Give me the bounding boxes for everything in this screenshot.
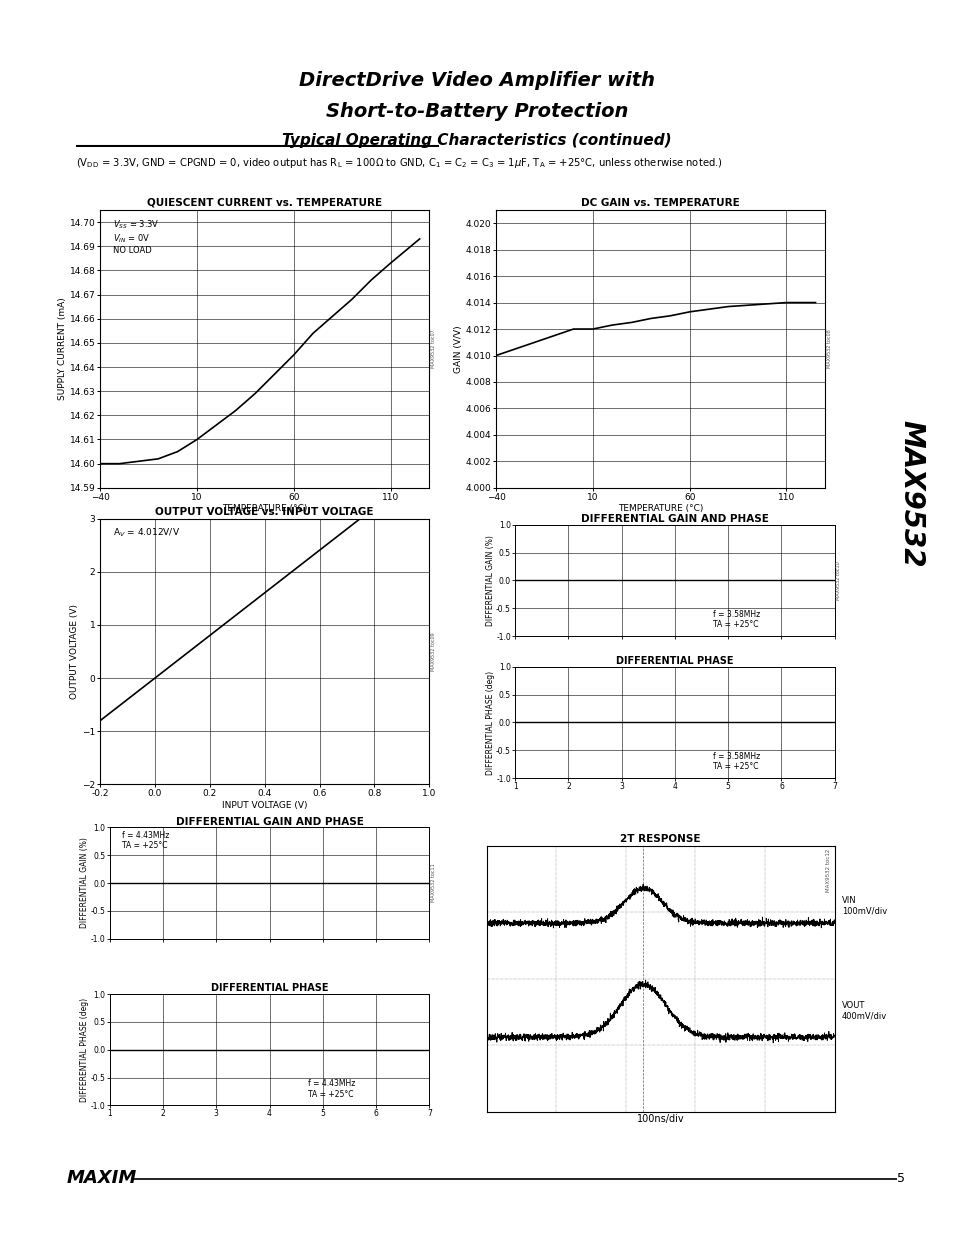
Text: DirectDrive Video Amplifier with: DirectDrive Video Amplifier with — [298, 70, 655, 90]
Text: 5: 5 — [896, 1172, 903, 1184]
X-axis label: INPUT VOLTAGE (V): INPUT VOLTAGE (V) — [222, 800, 307, 810]
Y-axis label: DIFFERENTIAL GAIN (%): DIFFERENTIAL GAIN (%) — [485, 535, 495, 626]
Y-axis label: GAIN (V/V): GAIN (V/V) — [454, 325, 462, 373]
Text: VIN
100mV/div: VIN 100mV/div — [841, 897, 886, 915]
Text: (V$_{\mathregular{DD}}$ = 3.3V, GND = CPGND = 0, video output has R$_{\mathregul: (V$_{\mathregular{DD}}$ = 3.3V, GND = CP… — [76, 156, 722, 170]
Text: f = 4.43MHz
TA = +25°C: f = 4.43MHz TA = +25°C — [308, 1079, 355, 1099]
Y-axis label: SUPPLY CURRENT (mA): SUPPLY CURRENT (mA) — [58, 298, 67, 400]
Title: DIFFERENTIAL GAIN AND PHASE: DIFFERENTIAL GAIN AND PHASE — [580, 514, 768, 524]
Text: Typical Operating Characteristics (continued): Typical Operating Characteristics (conti… — [282, 133, 671, 148]
Text: MAX9532 toc08: MAX9532 toc08 — [826, 330, 831, 368]
Title: DIFFERENTIAL GAIN AND PHASE: DIFFERENTIAL GAIN AND PHASE — [175, 816, 363, 826]
Y-axis label: DIFFERENTIAL PHASE (deg): DIFFERENTIAL PHASE (deg) — [80, 998, 90, 1102]
Y-axis label: DIFFERENTIAL GAIN (%): DIFFERENTIAL GAIN (%) — [80, 837, 90, 929]
Text: f = 3.58MHz
TA = +25°C: f = 3.58MHz TA = +25°C — [713, 752, 760, 772]
Text: A$_V$ = 4.012V/V: A$_V$ = 4.012V/V — [113, 526, 180, 540]
X-axis label: TEMPERATURE (°C): TEMPERATURE (°C) — [222, 504, 307, 514]
Text: VOUT
400mV/div: VOUT 400mV/div — [841, 1000, 886, 1020]
Text: MAX9532 toc09: MAX9532 toc09 — [431, 632, 436, 671]
Text: MAX9532 toc10: MAX9532 toc10 — [836, 561, 841, 600]
Title: DC GAIN vs. TEMPERATURE: DC GAIN vs. TEMPERATURE — [580, 198, 740, 207]
X-axis label: TEMPERATURE (°C): TEMPERATURE (°C) — [618, 504, 702, 514]
Text: $V_{SS}$ = 3.3V
$V_{IN}$ = 0V
NO LOAD: $V_{SS}$ = 3.3V $V_{IN}$ = 0V NO LOAD — [113, 219, 160, 256]
Text: Short-to-Battery Protection: Short-to-Battery Protection — [326, 101, 627, 121]
Title: OUTPUT VOLTAGE vs. INPUT VOLTAGE: OUTPUT VOLTAGE vs. INPUT VOLTAGE — [155, 506, 374, 516]
Text: MAX9532: MAX9532 — [896, 420, 924, 568]
Text: f = 4.43MHz
TA = +25°C: f = 4.43MHz TA = +25°C — [122, 831, 170, 850]
Y-axis label: OUTPUT VOLTAGE (V): OUTPUT VOLTAGE (V) — [71, 604, 79, 699]
Text: MAX9532 toc07: MAX9532 toc07 — [431, 330, 436, 368]
Title: QUIESCENT CURRENT vs. TEMPERATURE: QUIESCENT CURRENT vs. TEMPERATURE — [147, 198, 382, 207]
Title: DIFFERENTIAL PHASE: DIFFERENTIAL PHASE — [211, 983, 328, 993]
Title: DIFFERENTIAL PHASE: DIFFERENTIAL PHASE — [616, 656, 733, 666]
Title: 2T RESPONSE: 2T RESPONSE — [619, 834, 700, 844]
Text: MAX9532 toc11: MAX9532 toc11 — [431, 863, 436, 903]
Text: MAX9532 toc12: MAX9532 toc12 — [825, 848, 830, 892]
X-axis label: 100ns/div: 100ns/div — [637, 1114, 683, 1124]
Text: MAXIM: MAXIM — [67, 1170, 137, 1187]
Y-axis label: DIFFERENTIAL PHASE (deg): DIFFERENTIAL PHASE (deg) — [485, 671, 495, 774]
Text: f = 3.58MHz
TA = +25°C: f = 3.58MHz TA = +25°C — [713, 610, 760, 630]
